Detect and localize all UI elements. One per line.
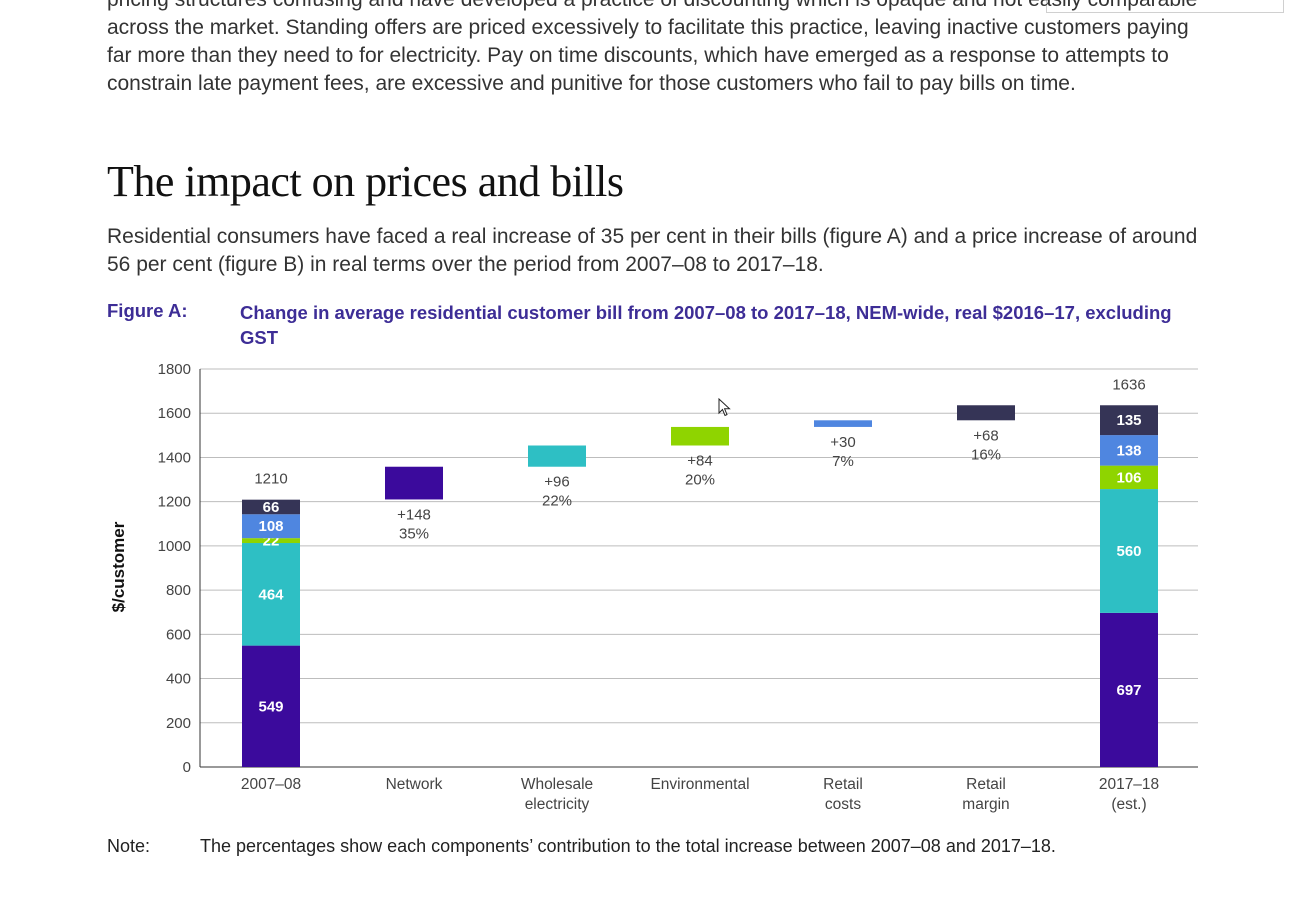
delta-share-label: 16% bbox=[971, 446, 1001, 463]
y-tick-label: 1600 bbox=[158, 405, 191, 422]
x-tick-label: Retail bbox=[966, 776, 1006, 793]
stack-bar-retail_margin bbox=[1100, 405, 1158, 436]
x-tick-label: 2017–18 bbox=[1099, 776, 1159, 793]
stack-bar-network bbox=[242, 645, 300, 767]
note-text: The percentages show each components’ co… bbox=[200, 836, 1056, 856]
data-label: 464 bbox=[258, 586, 284, 603]
x-tick-label: margin bbox=[962, 796, 1009, 813]
delta-bar-network bbox=[385, 466, 443, 500]
data-label: 135 bbox=[1116, 412, 1141, 429]
delta-share-label: 20% bbox=[685, 472, 715, 489]
delta-change-label: +68 bbox=[973, 427, 998, 444]
data-label: 66 bbox=[263, 499, 280, 516]
delta-bar-wholesale bbox=[528, 445, 586, 467]
stack-bar-retail_margin bbox=[242, 499, 300, 515]
y-tick-label: 1800 bbox=[158, 361, 191, 378]
intro-paragraph: pricing structures confusing and have de… bbox=[107, 0, 1197, 95]
y-tick-label: 600 bbox=[166, 626, 191, 643]
x-tick-label: Wholesale bbox=[521, 776, 593, 793]
data-label: 697 bbox=[1116, 682, 1141, 699]
delta-bar-retail_costs bbox=[814, 420, 872, 427]
data-label: 106 bbox=[1116, 469, 1141, 486]
y-tick-label: 1200 bbox=[158, 494, 191, 511]
x-tick-label: electricity bbox=[525, 796, 590, 813]
figure-label: Figure A: bbox=[107, 300, 188, 321]
stack-bar-wholesale bbox=[242, 543, 300, 646]
top-right-panel-edge bbox=[1046, 0, 1284, 13]
y-tick-label: 800 bbox=[166, 582, 191, 599]
y-tick-label: 400 bbox=[166, 671, 191, 688]
data-label: 549 bbox=[258, 698, 283, 715]
y-tick-label: 1400 bbox=[158, 449, 191, 466]
data-label: 560 bbox=[1116, 543, 1141, 560]
stack-bar-wholesale bbox=[1100, 489, 1158, 613]
total-label: 1210 bbox=[254, 470, 287, 487]
delta-share-label: 7% bbox=[832, 453, 854, 470]
y-tick-label: 0 bbox=[183, 759, 191, 776]
x-tick-label: Retail bbox=[823, 776, 863, 793]
y-tick-label: 1000 bbox=[158, 538, 191, 555]
delta-bar-retail_margin bbox=[957, 405, 1015, 421]
data-label: 108 bbox=[258, 518, 283, 535]
x-tick-label: 2007–08 bbox=[241, 776, 301, 793]
stack-bar-retail_costs bbox=[242, 514, 300, 539]
data-label: 138 bbox=[1116, 442, 1141, 459]
x-tick-label: costs bbox=[825, 796, 861, 813]
y-axis-title: $/customer bbox=[109, 521, 128, 612]
x-tick-label: Network bbox=[386, 776, 443, 793]
stack-bar-environmental bbox=[242, 538, 300, 544]
y-tick-label: 200 bbox=[166, 715, 191, 732]
total-label: 1636 bbox=[1112, 376, 1145, 393]
figure-title: Change in average residential customer b… bbox=[240, 302, 1172, 348]
stack-bar-network bbox=[1100, 612, 1158, 767]
note-label: Note: bbox=[107, 836, 151, 856]
x-tick-label: (est.) bbox=[1111, 796, 1146, 813]
delta-change-label: +30 bbox=[830, 434, 855, 451]
mouse-pointer-icon bbox=[718, 398, 731, 417]
delta-share-label: 22% bbox=[542, 493, 572, 510]
delta-bar-environmental bbox=[671, 426, 729, 446]
delta-change-label: +84 bbox=[687, 453, 712, 470]
delta-change-label: +96 bbox=[544, 474, 569, 491]
delta-share-label: 35% bbox=[399, 525, 429, 542]
stack-bar-environmental bbox=[1100, 465, 1158, 490]
delta-change-label: +148 bbox=[397, 506, 431, 523]
lead-paragraph: Residential consumers have faced a real … bbox=[107, 225, 1198, 276]
x-tick-label: Environmental bbox=[650, 776, 749, 793]
section-heading: The impact on prices and bills bbox=[107, 157, 624, 206]
stack-bar-retail_costs bbox=[1100, 435, 1158, 466]
